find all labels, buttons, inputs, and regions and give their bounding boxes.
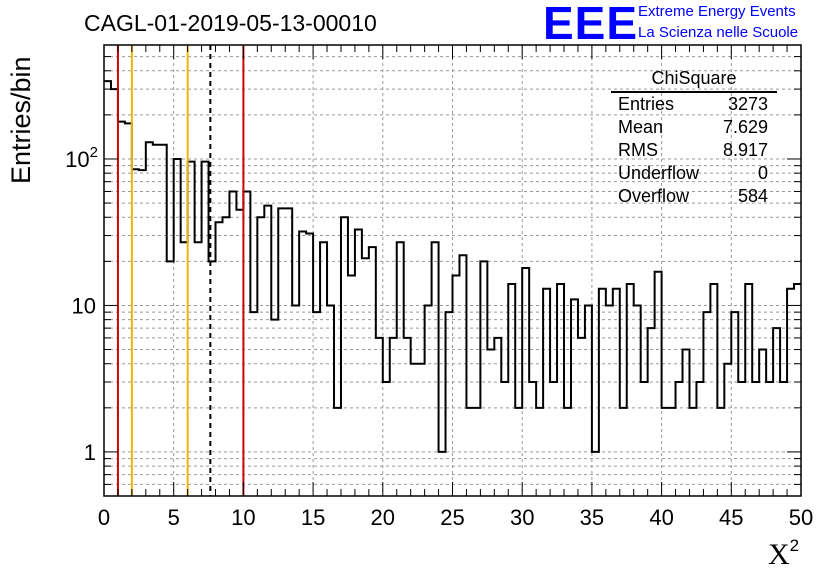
x-tick-label: 50 bbox=[789, 505, 813, 530]
x-axis-label-superscript: 2 bbox=[789, 536, 800, 555]
stats-row: Entries 3273 bbox=[611, 93, 777, 116]
stats-key: Mean bbox=[618, 117, 664, 137]
stats-row: Overflow 584 bbox=[611, 185, 777, 208]
x-tick-label: 40 bbox=[649, 505, 673, 530]
eee-logo: EEE bbox=[543, 0, 639, 49]
stats-row: RMS 8.917 bbox=[611, 139, 777, 162]
reference-lines bbox=[116, 45, 245, 496]
tick-labels: 0 5 10 15 20 25 30 35 40 45 50 1 10 102 bbox=[65, 144, 813, 530]
stats-row: Underflow 0 bbox=[611, 162, 777, 185]
stats-value: 584 bbox=[737, 186, 768, 206]
x-tick-label: 30 bbox=[510, 505, 534, 530]
stats-value: 0 bbox=[757, 163, 768, 183]
stats-box-title: ChiSquare bbox=[611, 66, 777, 93]
y-tick-label: 102 bbox=[65, 144, 98, 172]
x-tick-label: 10 bbox=[231, 505, 255, 530]
chart-title: CAGL-01-2019-05-13-00010 bbox=[84, 10, 377, 36]
histogram-series bbox=[104, 80, 801, 453]
stats-box: ChiSquare Entries 3273 Mean 7.629 RMS 8.… bbox=[611, 66, 777, 208]
stats-key: Entries bbox=[618, 94, 675, 114]
x-tick-label: 15 bbox=[301, 505, 325, 530]
histogram-step-line bbox=[104, 80, 801, 453]
stats-key: Underflow bbox=[618, 163, 700, 183]
stats-value: 3273 bbox=[727, 94, 768, 114]
x-tick-label: 45 bbox=[719, 505, 743, 530]
stats-key: RMS bbox=[618, 140, 658, 160]
grid-lines bbox=[104, 45, 801, 496]
logo-line-2: La Scienza nelle Scuole bbox=[638, 24, 799, 41]
x-tick-label: 20 bbox=[371, 505, 395, 530]
x-tick-label: 35 bbox=[580, 505, 604, 530]
logo-line-1: Extreme Energy Events bbox=[638, 3, 796, 20]
y-axis-label: Entries/bin bbox=[6, 56, 36, 184]
stats-value: 7.629 bbox=[722, 117, 768, 137]
stats-key: Overflow bbox=[618, 186, 690, 206]
x-axis-label: X2 bbox=[768, 536, 799, 572]
x-tick-label: 0 bbox=[98, 505, 110, 530]
y-tick-label: 1 bbox=[84, 440, 96, 465]
x-axis-label-base: X bbox=[768, 538, 790, 571]
stats-value: 8.917 bbox=[722, 140, 768, 160]
x-tick-label: 25 bbox=[440, 505, 464, 530]
x-tick-label: 5 bbox=[168, 505, 180, 530]
stats-row: Mean 7.629 bbox=[611, 116, 777, 139]
y-tick-label: 10 bbox=[72, 293, 96, 318]
axis-ticks bbox=[103, 45, 802, 496]
